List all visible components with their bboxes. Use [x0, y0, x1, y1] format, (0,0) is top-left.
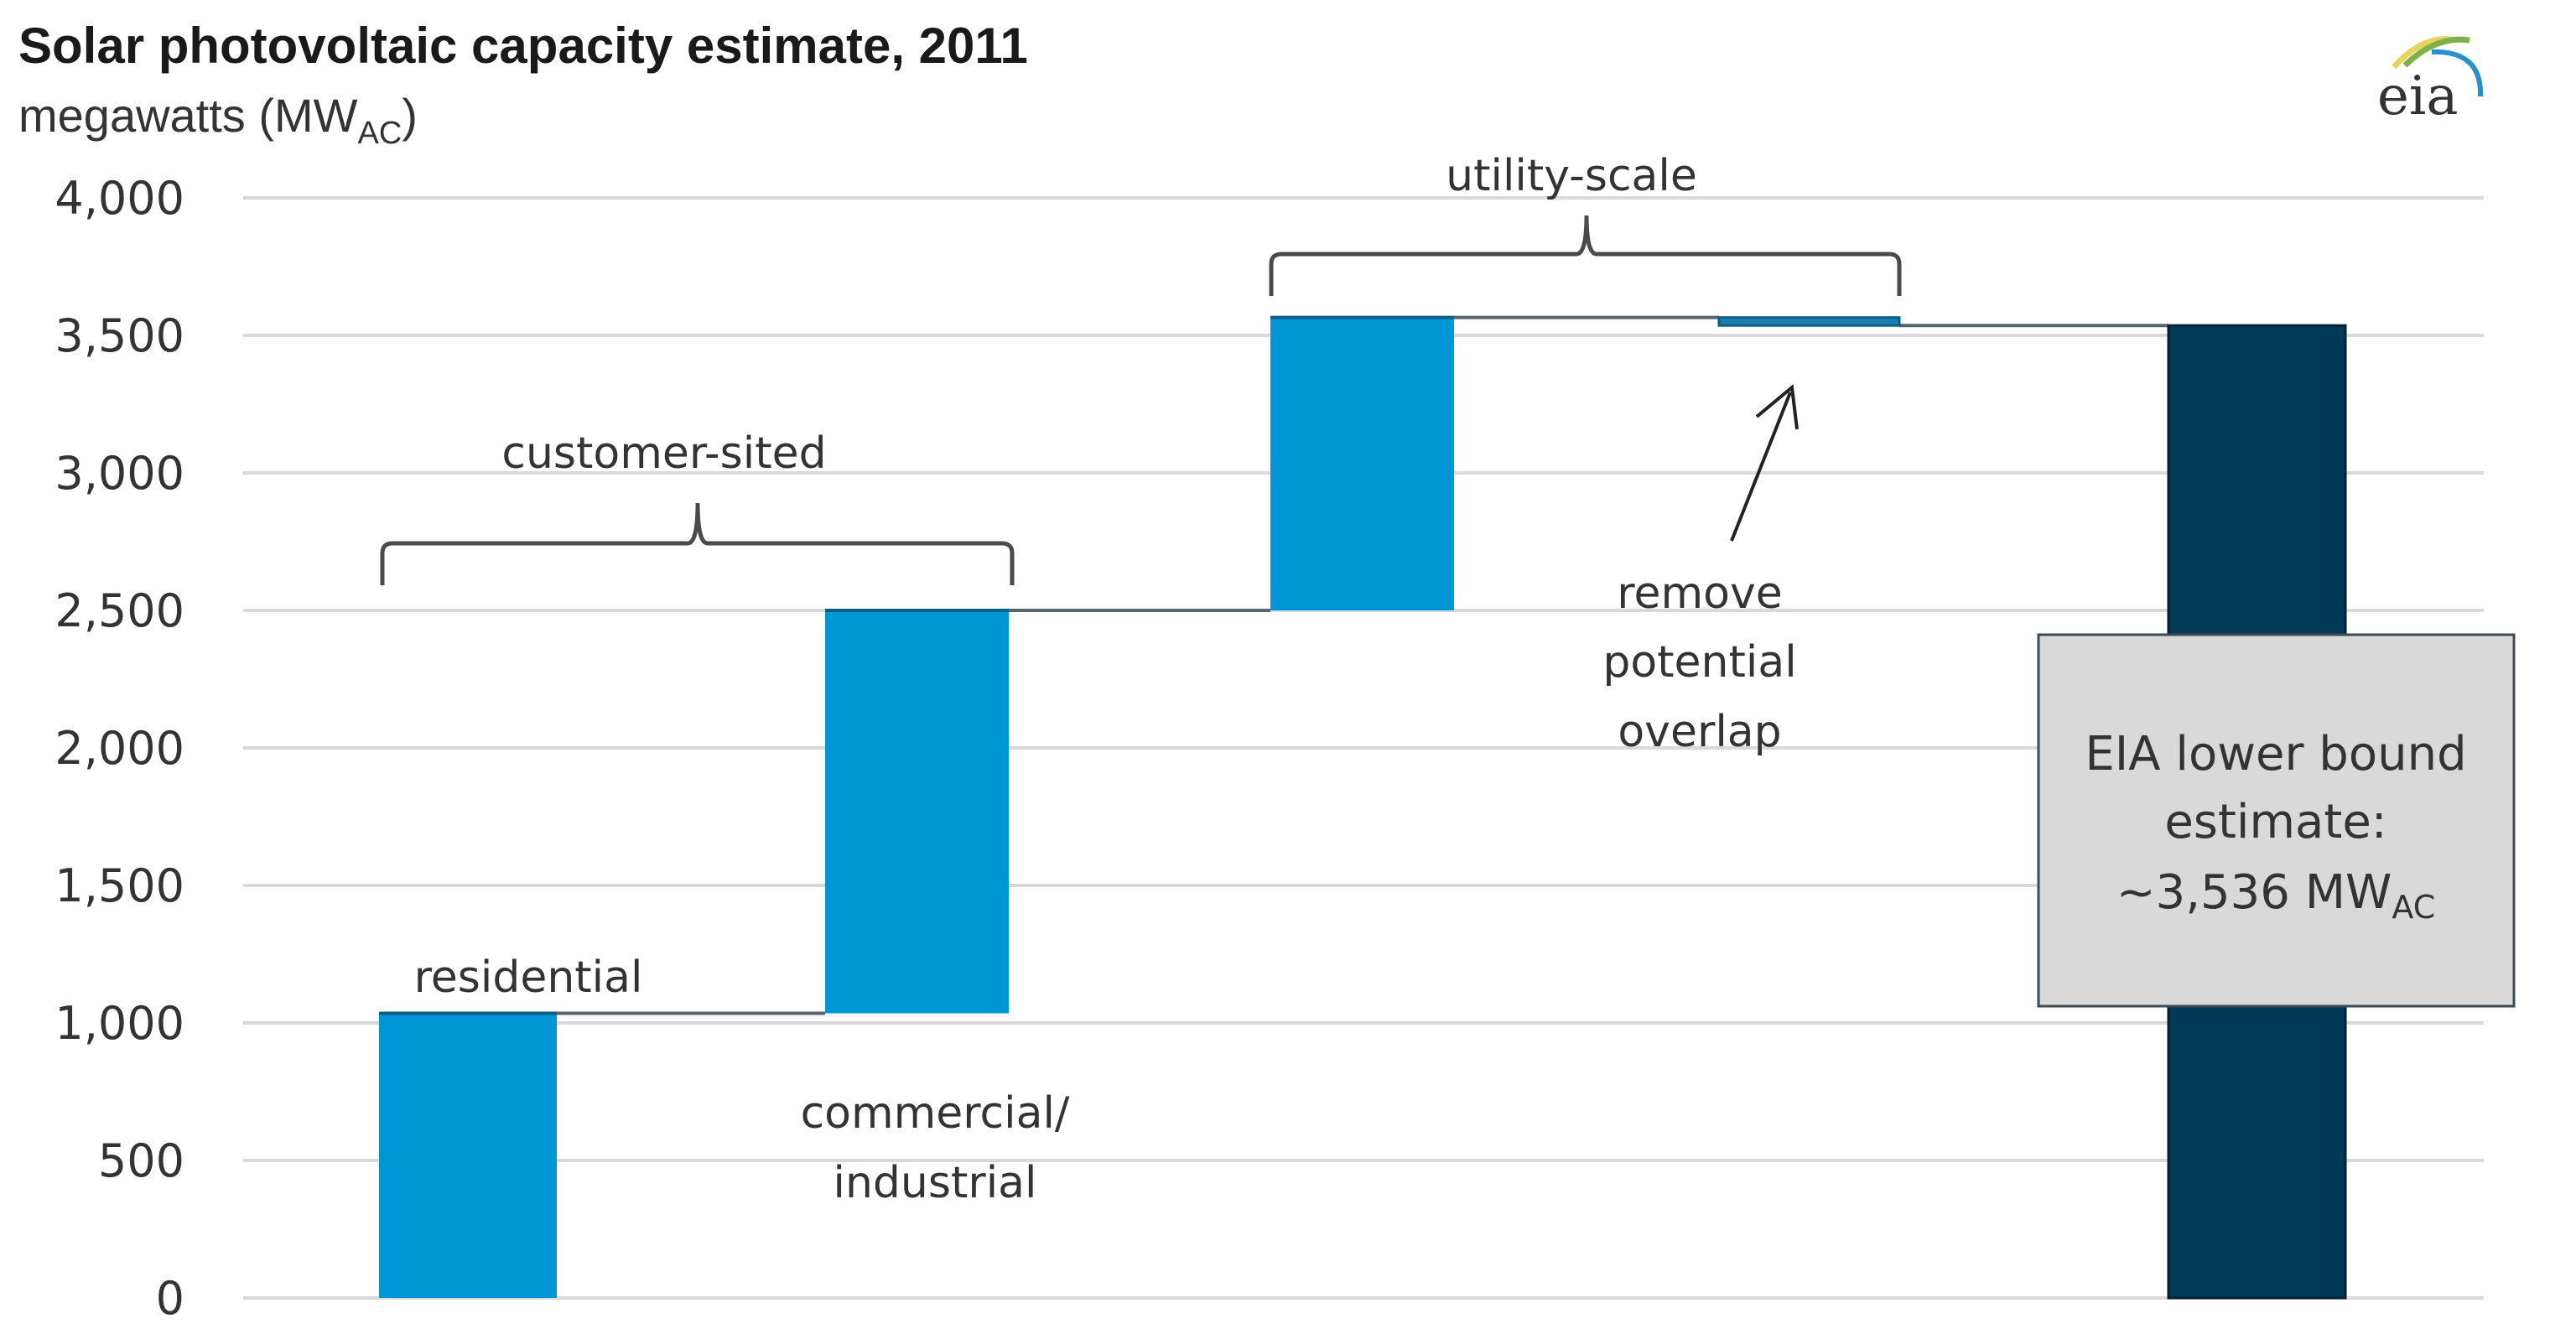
estimate-line2: estimate: — [2164, 795, 2386, 849]
bar-utility-scale — [1270, 317, 1454, 610]
y-axis-ticks: 0 500 1,000 1,500 2,000 2,500 3,000 3,500 4,000 — [55, 172, 184, 1325]
bar-commercial-industrial — [825, 610, 1009, 1014]
eia-logo: eia — [2377, 36, 2484, 127]
arrow-head — [1755, 384, 1799, 430]
utility-scale-brace — [1269, 215, 1902, 296]
estimate-line3: ~3,536 MWAC — [2116, 865, 2436, 926]
logo-text: eia — [2377, 65, 2459, 127]
y-tick-label: 3,500 — [55, 309, 184, 362]
customer-sited-brace — [380, 502, 1015, 585]
logo-arc-green — [2402, 36, 2470, 68]
label-utility-scale: utility-scale — [1446, 151, 1697, 201]
y-tick-label: 2,000 — [55, 722, 184, 775]
chart-subtitle: megawatts (MWAC) — [18, 89, 418, 151]
chart-title: Solar photovoltaic capacity estimate, 20… — [18, 18, 1028, 74]
overlap-arrow — [1730, 384, 1799, 542]
y-tick-label: 0 — [156, 1272, 184, 1325]
label-overlap-line1: remove — [1617, 568, 1782, 619]
y-tick-label: 2,500 — [55, 584, 184, 637]
label-overlap-line2: potential — [1602, 637, 1796, 688]
label-commercial-line1: commercial/ — [801, 1088, 1070, 1139]
bar-remove-potential-overlap — [1717, 316, 1901, 327]
logo-arc-blue — [2431, 49, 2484, 97]
y-tick-label: 4,000 — [55, 172, 184, 225]
connectors — [557, 315, 2168, 1015]
estimate-box — [2037, 633, 2516, 1008]
y-tick-label: 500 — [98, 1134, 184, 1187]
bar-residential — [379, 1013, 557, 1298]
label-residential: residential — [414, 952, 643, 1003]
estimate-line1: EIA lower bound — [2085, 727, 2466, 781]
label-customer-sited: customer-sited — [501, 428, 826, 479]
arrow-line — [1730, 392, 1792, 542]
estimate-callout: EIA lower bound estimate: ~3,536 MWAC — [2037, 633, 2516, 1008]
label-overlap-line3: overlap — [1618, 707, 1781, 757]
y-tick-label: 1,500 — [55, 859, 184, 912]
y-tick-label: 3,000 — [55, 447, 184, 500]
y-tick-label: 1,000 — [55, 997, 184, 1050]
label-commercial-line2: industrial — [834, 1158, 1037, 1208]
